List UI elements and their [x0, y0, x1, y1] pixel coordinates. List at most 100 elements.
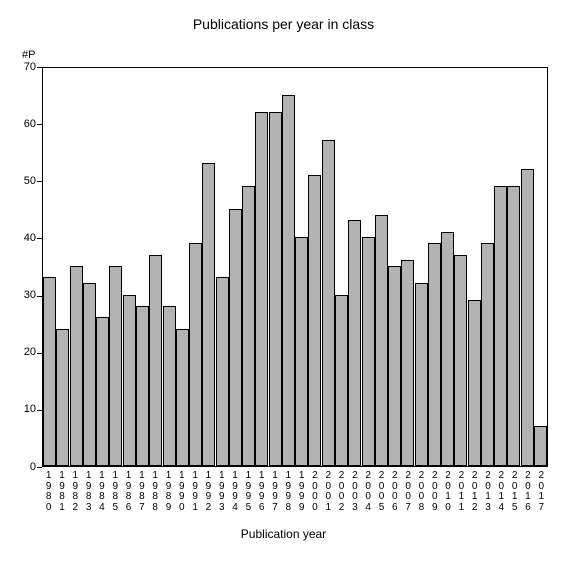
y-unit-label: #P — [22, 49, 35, 61]
x-tick-label: 1 9 9 8 — [282, 471, 295, 513]
x-tick-label: 1 9 9 6 — [255, 471, 268, 513]
bar — [189, 243, 202, 466]
bars-group — [43, 66, 547, 466]
x-tick-label: 2 0 1 6 — [521, 471, 534, 513]
x-tick-label: 1 9 9 4 — [228, 471, 241, 513]
bar — [216, 277, 229, 466]
x-tick-label: 2 0 1 3 — [481, 471, 494, 513]
bar — [295, 237, 308, 466]
chart-container: Publications per year in class #P 1 9 8 … — [0, 0, 567, 567]
bar-slot — [109, 66, 122, 466]
x-tick-label: 2 0 1 0 — [441, 471, 454, 513]
bar-slot — [335, 66, 348, 466]
x-labels-group: 1 9 8 01 9 8 11 9 8 21 9 8 31 9 8 41 9 8… — [42, 471, 548, 513]
bar — [468, 300, 481, 466]
x-tick-label: 2 0 1 2 — [468, 471, 481, 513]
bar-slot — [295, 66, 308, 466]
bar-slot — [481, 66, 494, 466]
x-tick-label: 2 0 0 3 — [348, 471, 361, 513]
bar — [56, 329, 69, 466]
bar-slot — [255, 66, 268, 466]
y-tick-mark — [37, 467, 42, 468]
y-tick-label: 50 — [8, 175, 36, 187]
bar — [348, 220, 361, 466]
bar-slot — [534, 66, 547, 466]
x-tick-label: 2 0 1 5 — [508, 471, 521, 513]
y-tick-mark — [37, 124, 42, 125]
bar-slot — [494, 66, 507, 466]
bar-slot — [242, 66, 255, 466]
bar-slot — [269, 66, 282, 466]
x-tick-label: 1 9 8 1 — [55, 471, 68, 513]
bar-slot — [401, 66, 414, 466]
bar — [123, 295, 136, 466]
x-tick-label: 2 0 0 5 — [375, 471, 388, 513]
bar — [335, 295, 348, 466]
bar — [388, 266, 401, 466]
x-tick-label: 1 9 9 2 — [202, 471, 215, 513]
x-tick-label: 1 9 8 7 — [135, 471, 148, 513]
bar — [362, 237, 375, 466]
bar — [534, 426, 547, 466]
bar — [441, 232, 454, 466]
bar — [96, 317, 109, 466]
x-tick-label: 2 0 1 4 — [495, 471, 508, 513]
bar — [136, 306, 149, 466]
bar — [481, 243, 494, 466]
y-tick-mark — [37, 238, 42, 239]
x-tick-label: 1 9 8 6 — [122, 471, 135, 513]
x-tick-label: 1 9 9 5 — [242, 471, 255, 513]
bar — [83, 283, 96, 466]
x-tick-label: 1 9 9 3 — [215, 471, 228, 513]
x-tick-label: 1 9 8 2 — [69, 471, 82, 513]
bar-slot — [308, 66, 321, 466]
bar-slot — [454, 66, 467, 466]
bar — [454, 255, 467, 466]
y-tick-mark — [37, 296, 42, 297]
bar-slot — [202, 66, 215, 466]
x-tick-label: 2 0 0 6 — [388, 471, 401, 513]
bar-slot — [361, 66, 374, 466]
y-tick-mark — [37, 410, 42, 411]
y-tick-mark — [37, 67, 42, 68]
bar-slot — [215, 66, 228, 466]
x-tick-label: 1 9 8 4 — [95, 471, 108, 513]
bar — [282, 95, 295, 466]
bar — [308, 175, 321, 466]
bar-slot — [96, 66, 109, 466]
bar — [415, 283, 428, 466]
bar-slot — [43, 66, 56, 466]
y-tick-label: 60 — [8, 118, 36, 130]
x-tick-label: 1 9 9 0 — [175, 471, 188, 513]
bar — [176, 329, 189, 466]
bar-slot — [136, 66, 149, 466]
x-tick-label: 2 0 1 7 — [535, 471, 548, 513]
plot-area — [42, 67, 548, 467]
x-tick-label: 1 9 8 8 — [149, 471, 162, 513]
bar-slot — [229, 66, 242, 466]
x-axis-title: Publication year — [0, 527, 567, 541]
bar-slot — [189, 66, 202, 466]
bar-slot — [507, 66, 520, 466]
x-tick-label: 2 0 0 9 — [428, 471, 441, 513]
bar-slot — [83, 66, 96, 466]
bar-slot — [441, 66, 454, 466]
x-tick-label: 2 0 0 0 — [308, 471, 321, 513]
bar — [149, 255, 162, 466]
x-tick-label: 1 9 9 7 — [268, 471, 281, 513]
y-tick-label: 30 — [8, 289, 36, 301]
bar — [70, 266, 83, 466]
bar-slot — [388, 66, 401, 466]
x-tick-label: 2 0 0 8 — [415, 471, 428, 513]
chart-title: Publications per year in class — [0, 16, 567, 32]
y-tick-label: 0 — [8, 461, 36, 473]
bar-slot — [322, 66, 335, 466]
bar — [269, 112, 282, 466]
bar — [202, 163, 215, 466]
x-tick-label: 2 0 0 4 — [362, 471, 375, 513]
x-tick-label: 1 9 9 9 — [295, 471, 308, 513]
y-tick-mark — [37, 181, 42, 182]
bar — [507, 186, 520, 466]
y-tick-label: 20 — [8, 346, 36, 358]
x-tick-label: 2 0 0 1 — [322, 471, 335, 513]
